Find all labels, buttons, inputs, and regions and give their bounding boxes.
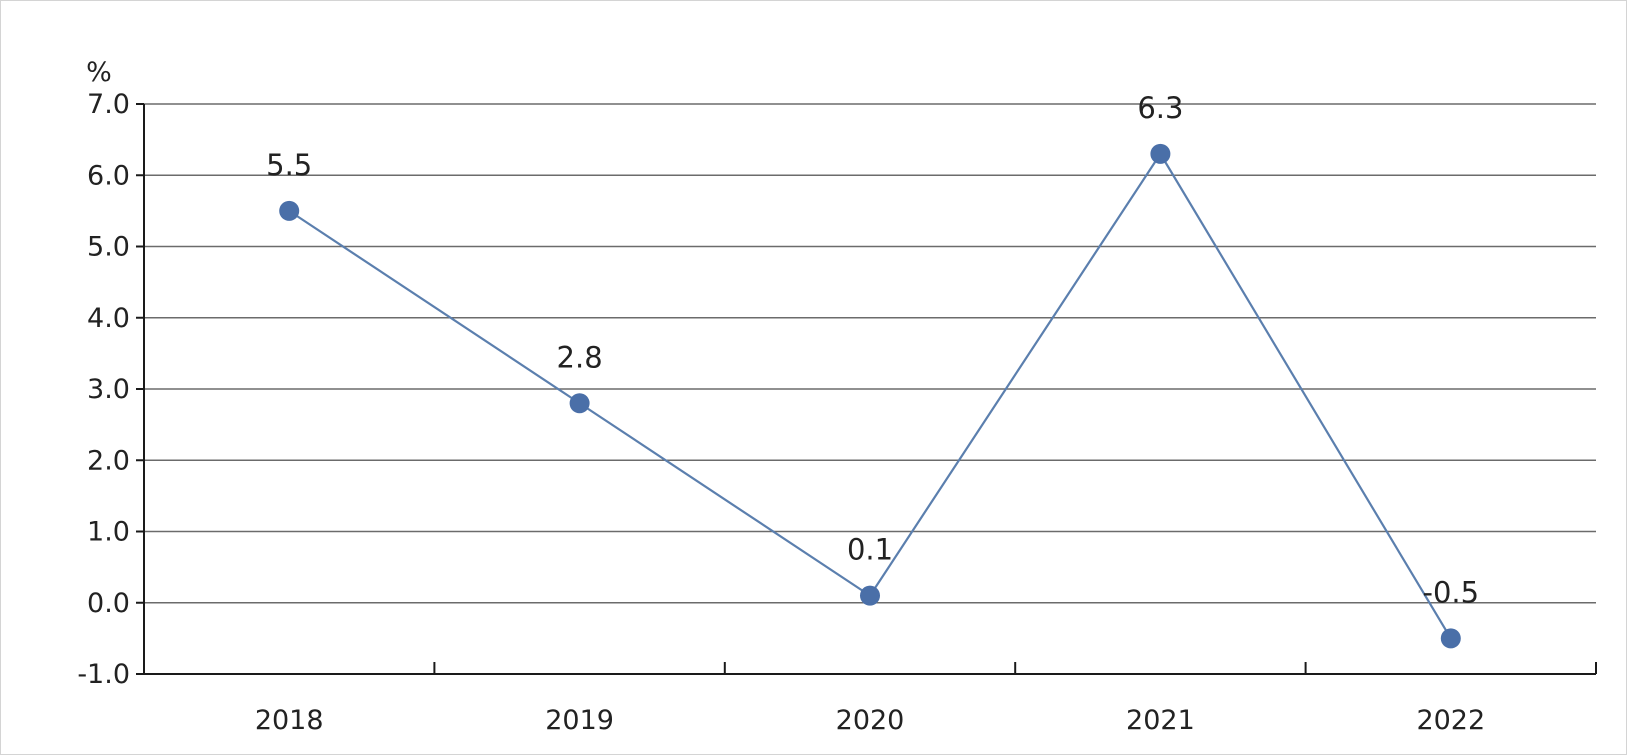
x-axis: 2018 2019 2020 2021 2022 [144, 662, 1597, 736]
gridlines [144, 103, 1596, 604]
x-tick-label: 2021 [1126, 705, 1195, 736]
y-tick-label: 1.0 [87, 517, 130, 548]
y-axis-unit: % [86, 57, 112, 88]
x-tick-label: 2020 [836, 705, 905, 736]
data-point [279, 200, 300, 221]
data-point [569, 393, 590, 414]
data-labels: 5.5 2.8 0.1 6.3 -0.5 [266, 91, 1479, 610]
y-tick-label: 5.0 [87, 232, 130, 263]
data-point [1150, 143, 1171, 164]
y-tick-label: -1.0 [77, 659, 130, 690]
y-tick-label: 3.0 [87, 374, 130, 405]
x-tick-label: 2019 [545, 705, 614, 736]
series-line [279, 143, 1461, 649]
y-tick-label: 2.0 [87, 445, 130, 476]
y-tick-label: 6.0 [87, 160, 130, 191]
y-tick-label: 0.0 [87, 588, 130, 619]
x-tick-label: 2018 [255, 705, 324, 736]
data-label: -0.5 [1423, 575, 1480, 609]
data-label: 5.5 [266, 148, 312, 182]
data-point [1440, 628, 1461, 649]
x-tick-label: 2022 [1416, 705, 1485, 736]
y-tick-label: 7.0 [87, 89, 130, 120]
y-tick-label: 4.0 [87, 303, 130, 334]
data-label: 2.8 [557, 340, 603, 374]
y-axis: 7.0 6.0 5.0 4.0 3.0 2.0 1.0 0.0 -1.0 [77, 89, 145, 690]
data-point [860, 585, 880, 606]
data-label: 6.3 [1137, 91, 1183, 125]
data-label: 0.1 [847, 533, 893, 567]
